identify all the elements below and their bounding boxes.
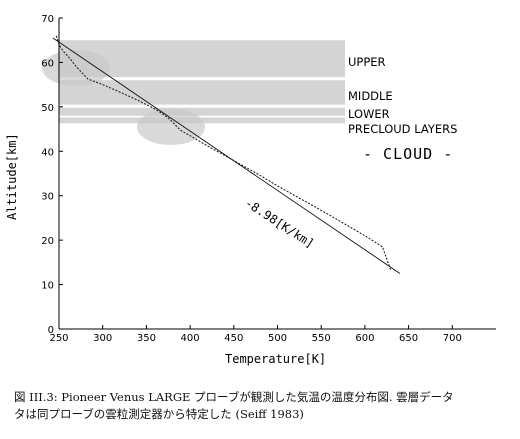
figure-caption: 図 III.3: Pioneer Venus LARGE プローブが観測した気温… <box>14 389 514 423</box>
x-tick-label: 700 <box>443 333 462 344</box>
caption-line-1: 図 III.3: Pioneer Venus LARGE プローブが観測した気温… <box>14 390 454 404</box>
layer-label: MIDDLE <box>348 89 393 103</box>
y-tick-label: 20 <box>41 236 54 247</box>
layer-label: UPPER <box>348 55 386 69</box>
layer-band-lower <box>59 107 345 116</box>
y-tick-label: 40 <box>41 147 54 158</box>
x-tick-label: 350 <box>137 333 156 344</box>
x-tick-label: 300 <box>93 333 112 344</box>
x-tick-label: 650 <box>399 333 418 344</box>
layer-label: LOWER <box>348 107 390 121</box>
y-axis-label: Altitude[km] <box>5 133 19 220</box>
measured-temperature-line <box>55 35 392 272</box>
chart: 250 300 350 400 450 500 550 600 650 700 0 10 20 30 40 5… <box>5 14 496 366</box>
layer-band-middle <box>59 80 345 105</box>
lapse-rate-label: -8.98[K/km] <box>242 196 316 251</box>
x-tick-label: 400 <box>181 333 200 344</box>
y-tick-label: 30 <box>41 192 54 203</box>
x-tick-label: 550 <box>312 333 331 344</box>
lower-highlight-ellipse <box>137 109 205 145</box>
x-axis-label: Temperature[K] <box>225 352 326 366</box>
y-tick-label: 50 <box>41 103 54 114</box>
x-tick-label: 500 <box>268 333 287 344</box>
y-tick-label: 0 <box>48 325 54 336</box>
cloud-label: - CLOUD - <box>363 145 453 163</box>
y-tick-label: 10 <box>41 281 54 292</box>
x-tick-label: 450 <box>224 333 243 344</box>
caption-line-2: タは同プローブの雲粒測定器から特定した (Seiff 1983) <box>14 407 304 421</box>
y-tick-label: 60 <box>41 58 54 69</box>
x-tick-label: 600 <box>355 333 374 344</box>
lapse-rate-line <box>52 37 401 274</box>
layer-label: PRECLOUD LAYERS <box>348 122 457 136</box>
y-tick-label: 70 <box>41 14 54 25</box>
x-tick-label: 250 <box>49 333 68 344</box>
